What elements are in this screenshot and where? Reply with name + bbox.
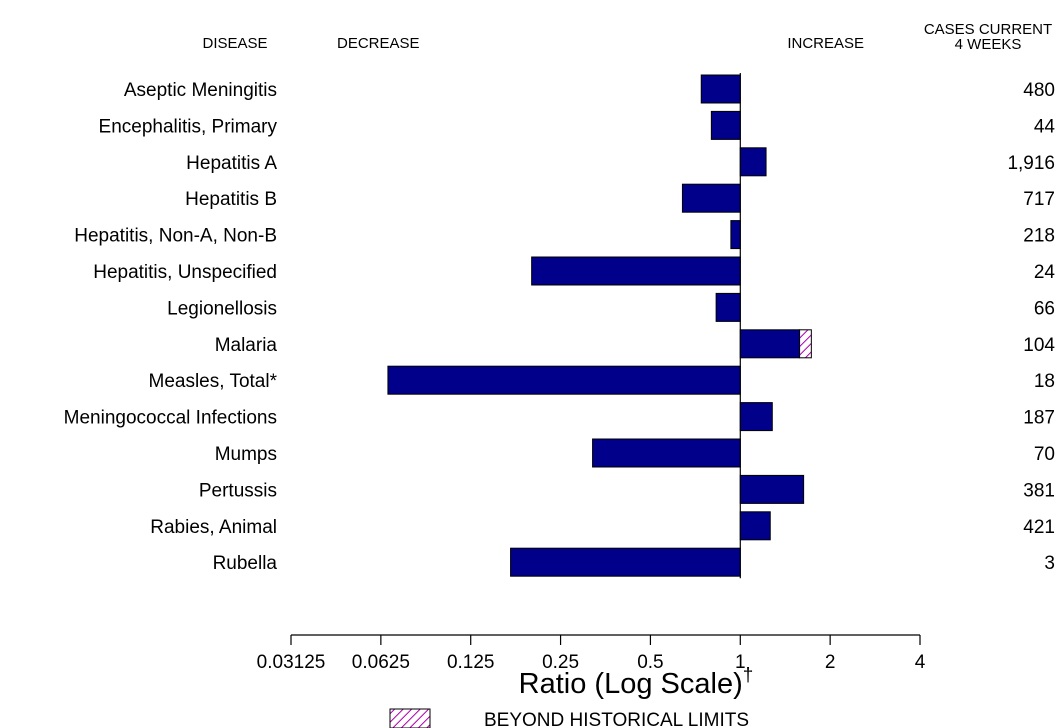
disease-label: Rabies, Animal [150, 517, 277, 538]
disease-label: Mumps [215, 444, 277, 465]
disease-label: Hepatitis, Non-A, Non-B [74, 226, 277, 247]
chart-row: Hepatitis B 717 [185, 183, 1055, 213]
header-decrease: DECREASE [337, 35, 420, 52]
x-tick-label: 0.25 [542, 652, 579, 673]
x-axis-title-superscript: † [743, 665, 754, 686]
chart-row: Aseptic Meningitis 480 [124, 74, 1055, 104]
disease-label: Meningococcal Infections [64, 408, 277, 429]
legend-hatch-swatch [389, 708, 431, 728]
x-tick-label: 1 [735, 652, 746, 673]
case-count: 381 [1023, 480, 1055, 501]
case-count: 218 [1023, 226, 1055, 247]
chart-row: Hepatitis, Unspecified 24 [93, 256, 1056, 286]
x-tick-label: 4 [915, 652, 926, 673]
disease-label: Legionellosis [167, 298, 277, 319]
ratio-bar [700, 74, 741, 104]
chart-row: Rubella 3 [213, 547, 1055, 577]
x-tick-label: 2 [825, 652, 836, 673]
disease-label: Encephalitis, Primary [99, 116, 278, 137]
x-tick-label: 0.0625 [352, 652, 410, 673]
header-cases-line2: 4 WEEKS [955, 36, 1022, 53]
chart-row: Pertussis 381 [199, 474, 1055, 504]
x-tick-label: 0.03125 [257, 652, 326, 673]
case-count: 104 [1023, 335, 1055, 356]
ratio-bar [715, 292, 741, 322]
chart-row: Malaria 104 [215, 329, 1055, 359]
chart-row: Encephalitis, Primary 44 [99, 110, 1056, 140]
ratio-bar [387, 365, 741, 395]
ratio-bar [531, 256, 741, 286]
x-axis: 0.03125 0.0625 0.125 0.25 0.5 1 2 4 [257, 634, 926, 673]
ratio-bar [681, 183, 741, 213]
case-count: 70 [1034, 444, 1055, 465]
ratio-bar [739, 511, 771, 541]
ratio-bar [739, 329, 801, 359]
x-tick-label: 0.5 [637, 652, 663, 673]
disease-label: Pertussis [199, 480, 277, 501]
ratio-bar [510, 547, 741, 577]
chart-row: Rabies, Animal 421 [150, 511, 1055, 541]
chart-row: Legionellosis 66 [167, 292, 1055, 322]
chart-row: Meningococcal Infections 187 [64, 402, 1055, 432]
disease-label: Hepatitis A [186, 153, 277, 174]
ratio-bar [739, 402, 773, 432]
disease-label: Hepatitis, Unspecified [93, 262, 277, 283]
ratio-bar [739, 147, 767, 177]
chart-row: Measles, Total* 18 [149, 365, 1055, 395]
case-count: 24 [1034, 262, 1056, 283]
chart-rows: Aseptic Meningitis 480 Encephalitis, Prima… [64, 73, 1056, 579]
ratio-bar [710, 110, 741, 140]
disease-label: Aseptic Meningitis [124, 80, 277, 101]
chart-row: Mumps 70 [215, 438, 1055, 468]
case-count: 187 [1023, 408, 1055, 429]
header-cases-line1: CASES CURRENT [924, 21, 1052, 38]
disease-label: Malaria [215, 335, 278, 356]
header-increase: INCREASE [787, 35, 864, 52]
disease-label: Measles, Total* [149, 371, 278, 392]
chart-row: Hepatitis A 1,916 [186, 147, 1055, 177]
case-count: 3 [1044, 553, 1055, 574]
legend-label: BEYOND HISTORICAL LIMITS [484, 710, 749, 728]
case-count: 18 [1034, 371, 1055, 392]
disease-label: Hepatitis B [185, 189, 277, 210]
case-count: 480 [1023, 80, 1055, 101]
x-axis-title: Ratio (Log Scale)† [519, 665, 754, 700]
case-count: 66 [1034, 298, 1055, 319]
case-count: 44 [1034, 116, 1056, 137]
disease-label: Rubella [213, 553, 278, 574]
case-count: 421 [1023, 517, 1055, 538]
case-count: 1,916 [1007, 153, 1055, 174]
ratio-bar [739, 474, 805, 504]
x-tick-label: 0.125 [447, 652, 495, 673]
chart-row: Hepatitis, Non-A, Non-B 218 [74, 220, 1055, 250]
case-count: 717 [1023, 189, 1055, 210]
ratio-bar [730, 220, 741, 250]
x-axis-title-text: Ratio (Log Scale) [519, 668, 743, 700]
ratio-bar [592, 438, 741, 468]
beyond-limits-bar-segment [799, 329, 812, 359]
header-disease: DISEASE [202, 35, 267, 52]
